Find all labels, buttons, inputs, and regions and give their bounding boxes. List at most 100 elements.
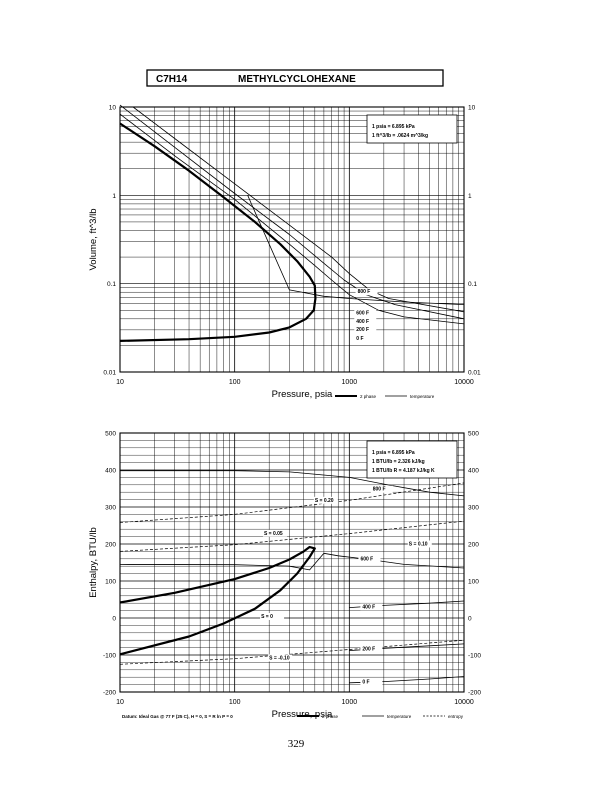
unit-conversion-text: 1 psia = 6.895 kPa: [372, 124, 415, 130]
x-tick-label: 100: [229, 699, 241, 706]
isotherm-curve: [132, 106, 465, 313]
y-tick-label-right: 100: [468, 579, 479, 586]
y-tick-label-right: 0.1: [468, 281, 477, 288]
volume-chart: 10 100 1000 10000 0.01 0.01 0.1 0.1 1 1 10 10 Pressu…: [88, 105, 481, 401]
isotherm-label: 0 F: [356, 336, 363, 342]
isotherm-curve: [247, 195, 465, 305]
unit-conversion-text: 1 BTU/lb = 2.326 kJ/kg: [372, 459, 425, 465]
enthalpy-chart: 10 100 1000 10000 -200 -200 -100 -100 0 0 100 100 20…: [88, 431, 481, 721]
x-tick-label: 1000: [342, 379, 358, 386]
unit-conversion-box: [366, 440, 458, 479]
y-tick-label-right: -100: [468, 653, 481, 660]
y-tick-label-left: 0.1: [107, 281, 116, 288]
y-tick-label-left: 400: [105, 468, 116, 475]
datum-note: Datum: Ideal Gas @ 77 F (25 C), H = 0, S…: [122, 714, 233, 719]
x-tick-label: 10000: [454, 379, 474, 386]
y-tick-label-left: -200: [103, 690, 116, 697]
two-phase-curve: [119, 545, 316, 656]
label-backing: [354, 309, 377, 317]
y-axis-label: Enthalpy, BTU/lb: [88, 527, 99, 598]
compound-name: METHYLCYCLOHEXANE: [238, 74, 356, 85]
x-tick-label: 10000: [454, 699, 474, 706]
isotherm-label: 800 F: [358, 289, 371, 295]
label-backing: [354, 317, 377, 325]
label-backing: [360, 678, 383, 686]
y-tick-label-left: 0.01: [103, 370, 116, 377]
two-phase-curve: [119, 122, 317, 342]
y-tick-label-left: 0: [112, 616, 116, 623]
unit-conversion-text: 1 psia = 6.895 kPa: [372, 450, 415, 456]
y-tick-label-right: 0: [468, 616, 472, 623]
unit-conversion-text: 1 ft^3/lb = .0624 m^3/kg: [372, 133, 428, 139]
isotherm-label: 200 F: [362, 647, 375, 653]
entropy-label: S = 0: [261, 614, 273, 620]
isotherm-curve: [119, 113, 465, 325]
plot-frame: [119, 432, 465, 693]
unit-conversion-box: [366, 114, 458, 144]
label-backing: [262, 529, 287, 537]
y-tick-label-left: 500: [105, 431, 116, 438]
label-backing: [407, 540, 432, 548]
label-backing: [360, 603, 383, 611]
header-box: [146, 69, 444, 87]
isotherm-label: 600 F: [360, 556, 373, 562]
y-tick-label-left: 300: [105, 505, 116, 512]
entropy-label: S = 0.05: [264, 531, 283, 537]
isotherm-label: 0 F: [362, 679, 369, 685]
y-tick-label-right: 300: [468, 505, 479, 512]
label-backing: [355, 288, 378, 296]
x-tick-label: 10: [116, 699, 124, 706]
x-axis-label: Pressure, psia: [272, 389, 333, 400]
isotherm-label: 400 F: [356, 319, 369, 325]
label-backing: [354, 326, 377, 334]
y-tick-label-left: 10: [109, 105, 117, 112]
isotherm-curve: [119, 552, 465, 571]
y-tick-label-left: 200: [105, 542, 116, 549]
entropy-label: S = 0.10: [409, 541, 428, 547]
label-backing: [360, 645, 383, 653]
entropy-curve: [119, 639, 465, 665]
y-tick-label-right: 10: [468, 105, 476, 112]
y-axis-label: Volume, ft^3/lb: [88, 208, 99, 270]
isotherm-label: 400 F: [362, 604, 375, 610]
isotherm-label: 200 F: [356, 327, 369, 333]
label-backing: [260, 613, 285, 620]
compound-formula: C7H14: [156, 74, 188, 85]
entropy-label: S = 0.20: [315, 498, 334, 504]
x-axis-label: Pressure, psia: [272, 709, 333, 720]
isotherm-curve: [120, 470, 465, 497]
x-tick-label: 10: [116, 379, 124, 386]
grid: [120, 107, 464, 372]
label-backing: [358, 555, 381, 563]
entropy-label: S = -0.10: [269, 655, 290, 661]
entropy-curve: [119, 520, 465, 552]
entropy-curve: [119, 482, 465, 523]
y-tick-label-right: 200: [468, 542, 479, 549]
y-tick-label-right: 0.01: [468, 370, 481, 377]
label-backing: [313, 496, 338, 504]
x-tick-label: 1000: [342, 699, 358, 706]
isotherm-label: 600 F: [356, 310, 369, 316]
label-backing: [370, 485, 393, 493]
y-tick-label-left: 100: [105, 579, 116, 586]
y-tick-label-right: 400: [468, 468, 479, 475]
legend-label: temperature: [410, 394, 435, 399]
isotherm-curve: [119, 104, 465, 320]
isotherm-label: 800 F: [373, 487, 386, 493]
label-backing: [268, 654, 293, 662]
legend-label: temperature: [387, 714, 412, 719]
y-tick-label-right: -200: [468, 690, 481, 697]
y-tick-label-left: 1: [112, 193, 116, 200]
unit-conversion-text: 1 BTU/lb R = 4.187 kJ/kg K: [372, 468, 435, 474]
legend-label: 2 phase: [360, 394, 377, 399]
legend-label: 2 phase: [322, 714, 339, 719]
y-tick-label-right: 1: [468, 193, 472, 200]
label-backing: [354, 335, 377, 343]
x-tick-label: 100: [229, 379, 241, 386]
page-number: 329: [287, 738, 305, 750]
y-tick-label-right: 500: [468, 431, 479, 438]
y-tick-label-left: -100: [103, 653, 116, 660]
plot-frame: [119, 106, 465, 373]
legend-label: entropy: [448, 714, 464, 719]
